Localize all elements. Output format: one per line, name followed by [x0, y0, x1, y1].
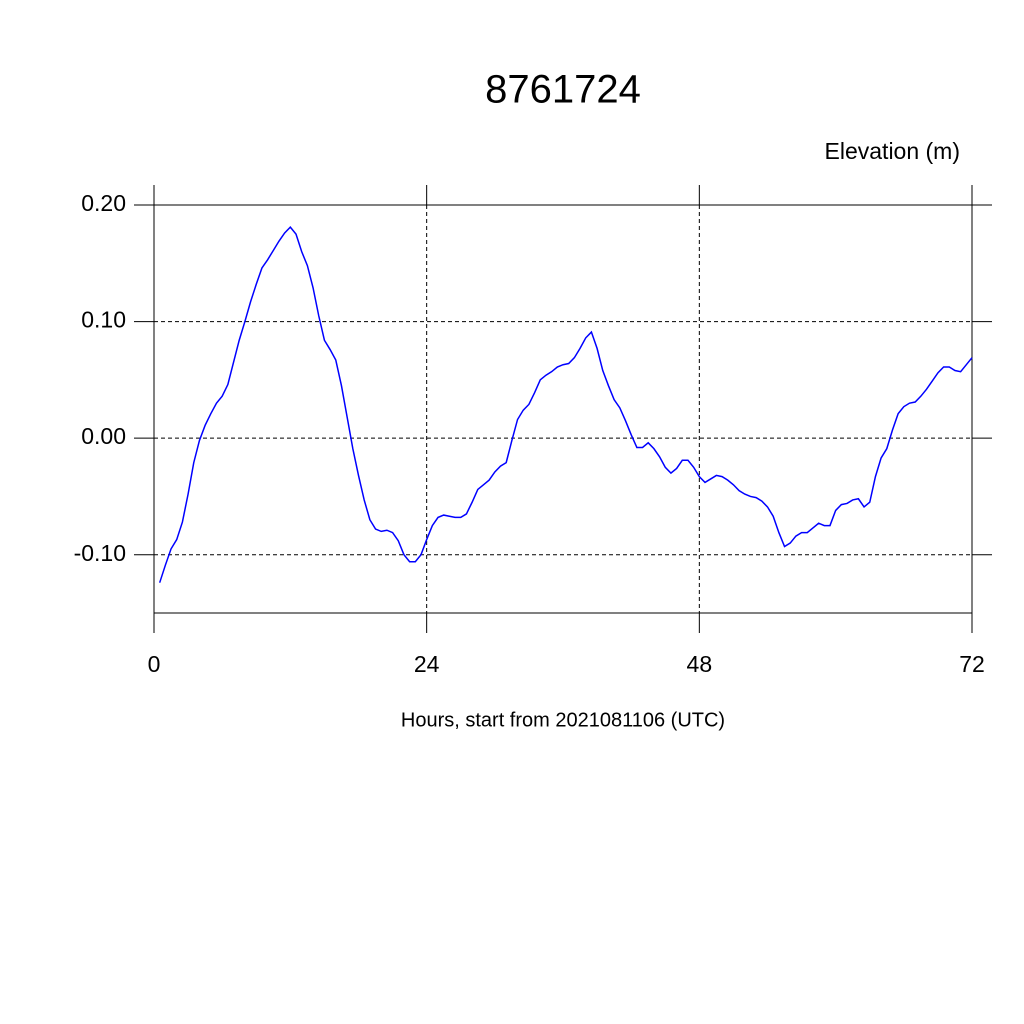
y-tick-label: 0.00: [81, 423, 126, 449]
x-axis-label: Hours, start from 2021081106 (UTC): [401, 709, 725, 731]
x-tick-label: 24: [414, 651, 440, 677]
x-tick-label: 0: [148, 651, 161, 677]
data-line: [158, 226, 973, 583]
y-tick-label: -0.10: [74, 540, 126, 566]
x-tick-label: 72: [959, 651, 985, 677]
x-tick-label: 48: [687, 651, 713, 677]
y-unit-label: Elevation (m): [825, 138, 960, 164]
chart-title: 8761724: [485, 68, 641, 112]
y-tick-label: 0.20: [81, 190, 126, 216]
y-tick-label: 0.10: [81, 307, 126, 333]
plot-frame: [153, 204, 973, 614]
